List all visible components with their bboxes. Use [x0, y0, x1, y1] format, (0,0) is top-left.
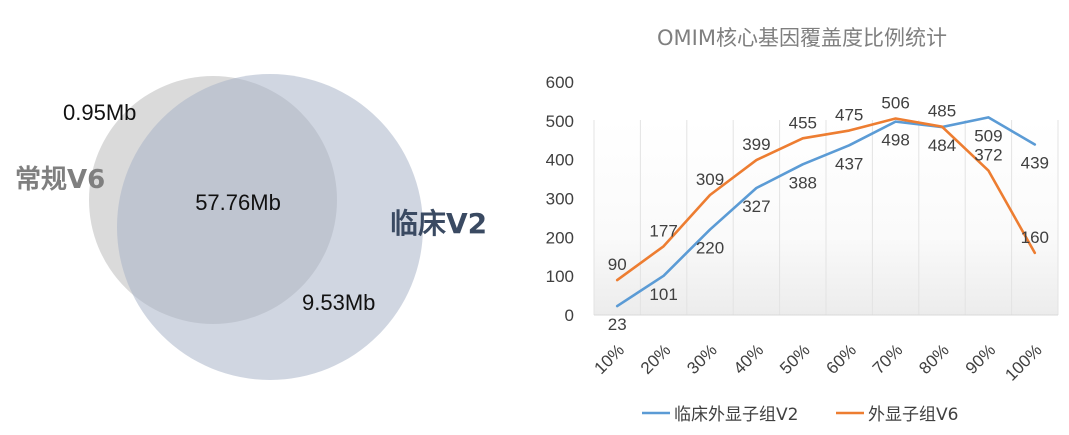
legend-label: 外显子组V6: [868, 405, 958, 425]
legend-label: 临床外显子组V2: [674, 405, 798, 425]
series-line-2: [615, 117, 1037, 282]
data-labels: 23 101 220 327 388 437 498 484 509 439 90 177 309 399…: [608, 94, 1049, 335]
data-label: 90: [608, 255, 627, 274]
data-label: 506: [881, 94, 909, 113]
venn-left-set-label: 常规V6: [15, 165, 105, 195]
data-label: 372: [974, 146, 1002, 165]
series-line-1: [615, 116, 1037, 308]
x-tick-label: 100%: [1001, 340, 1045, 384]
data-label: 485: [928, 102, 956, 121]
data-label: 498: [881, 131, 909, 150]
x-tick-label: 80%: [915, 340, 952, 377]
data-label: 509: [974, 126, 1002, 145]
y-tick-label: 200: [546, 228, 574, 247]
chart-title: OMIM核心基因覆盖度比例统计: [657, 26, 947, 50]
y-tick-label: 0: [565, 306, 574, 325]
data-label: 455: [789, 113, 817, 132]
data-label: 484: [928, 136, 956, 155]
data-label: 439: [1021, 154, 1049, 173]
x-tick-label: 40%: [730, 340, 767, 377]
line-chart: OMIM核心基因覆盖度比例统计 0 100 200 300 400 500 600 10% 2…: [520, 0, 1069, 435]
y-tick-label: 100: [546, 267, 574, 286]
venn-svg: 0.95Mb 常规V6 57.76Mb 临床V2 9.53Mb: [15, 74, 487, 380]
x-tick-label: 90%: [962, 340, 999, 377]
x-tick-label: 50%: [776, 340, 813, 377]
y-axis-ticks: 0 100 200 300 400 500 600: [546, 73, 574, 325]
venn-circle-right: [117, 74, 423, 380]
data-label: 220: [696, 239, 724, 258]
data-label: 388: [789, 173, 817, 192]
series-lines: [615, 116, 1037, 308]
legend: 临床外显子组V2 外显子组V6: [642, 405, 958, 425]
data-label: 475: [835, 106, 863, 125]
x-tick-label: 70%: [869, 340, 906, 377]
venn-overlap-value: 57.76Mb: [195, 190, 281, 215]
data-label: 399: [742, 135, 770, 154]
venn-left-only-value: 0.95Mb: [63, 100, 136, 125]
data-label: 160: [1021, 228, 1049, 247]
x-tick-label: 60%: [823, 340, 860, 377]
data-label: 309: [696, 170, 724, 189]
venn-right-only-value: 9.53Mb: [302, 290, 375, 315]
data-label: 177: [649, 221, 677, 240]
x-tick-label: 30%: [683, 340, 720, 377]
venn-diagram: 0.95Mb 常规V6 57.76Mb 临床V2 9.53Mb: [0, 0, 520, 435]
x-tick-label: 20%: [637, 340, 674, 377]
data-label: 327: [742, 197, 770, 216]
grid-lines: [593, 120, 1059, 316]
y-tick-label: 300: [546, 190, 574, 209]
data-label: 101: [649, 285, 677, 304]
data-label: 437: [835, 154, 863, 173]
venn-right-set-label: 临床V2: [390, 207, 487, 240]
data-label: 23: [608, 315, 627, 334]
x-axis-ticks: 10% 20% 30% 40% 50% 60% 70% 80% 90% 100%: [591, 340, 1046, 384]
x-tick-label: 10%: [591, 340, 628, 377]
y-tick-label: 400: [546, 151, 574, 170]
y-tick-label: 500: [546, 112, 574, 131]
y-tick-label: 600: [546, 73, 574, 92]
